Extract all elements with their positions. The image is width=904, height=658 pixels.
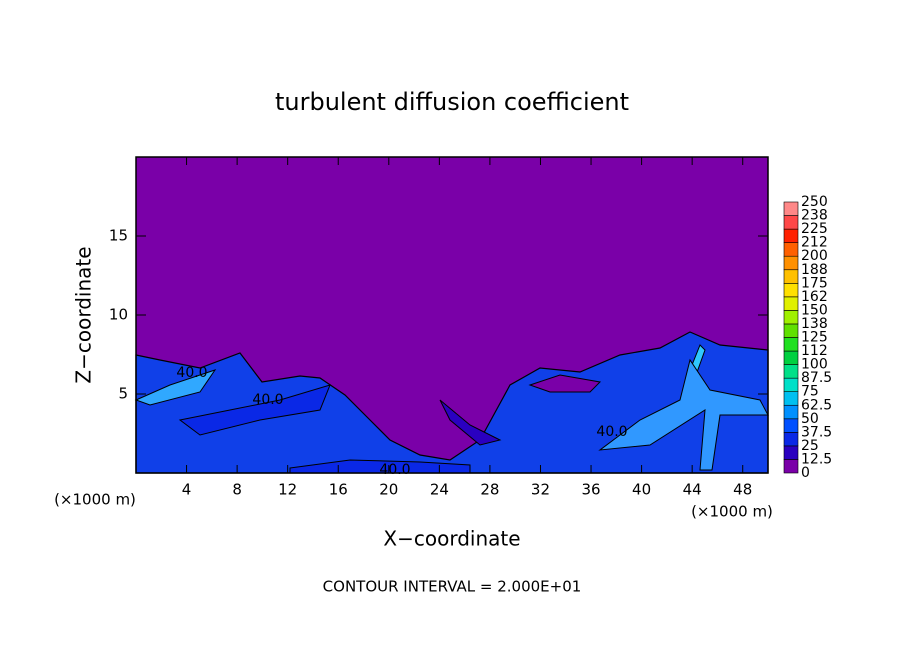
x-tick-label: 28 — [480, 481, 499, 499]
y-tick-label: 5 — [118, 385, 128, 403]
x-tick-label: 44 — [683, 481, 702, 499]
colorbar-label: 25 — [801, 438, 819, 454]
colorbar-label: 150 — [801, 302, 828, 318]
colorbar-label: 238 — [801, 208, 828, 224]
field-region — [528, 374, 602, 393]
x-unit-label: (×1000 m) — [691, 503, 773, 521]
colorbar-bin — [783, 391, 799, 406]
colorbar-label: 87.5 — [801, 370, 832, 386]
y-tick-label: 15 — [109, 227, 128, 245]
x-tick-label: 32 — [531, 481, 550, 499]
x-tick-label: 4 — [182, 481, 192, 499]
colorbar-label: 0 — [801, 465, 810, 481]
field-region — [439, 399, 502, 446]
colorbar-bin — [783, 215, 799, 230]
field-region — [135, 331, 769, 474]
x-tick-label: 8 — [232, 481, 242, 499]
contour-label: 40.0 — [176, 365, 207, 381]
colorbar-label: 62.5 — [801, 397, 832, 413]
colorbar-bin — [783, 459, 799, 474]
y-tick-label: 10 — [109, 306, 128, 324]
field — [134, 157, 769, 474]
colorbar-bin — [783, 432, 799, 447]
colorbar-bin — [783, 255, 799, 271]
colorbar-label: 250 — [801, 194, 828, 210]
colorbar-bin — [783, 201, 799, 216]
colorbar-bin — [783, 282, 799, 298]
colorbar-label: 188 — [801, 262, 828, 278]
colorbar-label: 100 — [801, 357, 828, 373]
colorbar-bin — [783, 337, 799, 352]
x-tick-label: 12 — [278, 481, 297, 499]
colorbar-bin — [783, 364, 799, 379]
colorbar-bin — [783, 350, 799, 365]
colorbar-label: 50 — [801, 411, 819, 427]
colorbar-label: 37.5 — [801, 424, 832, 440]
colorbar-bin — [783, 242, 799, 257]
y-axis-label: Z−coordinate — [72, 246, 96, 383]
colorbar-label: 175 — [801, 275, 828, 291]
colorbar-label: 225 — [801, 221, 828, 237]
chart-title: turbulent diffusion coefficient — [275, 88, 629, 116]
colorbar-bin — [783, 377, 799, 392]
x-tick-label: 36 — [581, 481, 600, 499]
colorbar-bin — [783, 404, 799, 420]
x-tick-label: 48 — [733, 481, 752, 499]
colorbar-bin — [783, 310, 799, 325]
contour-label: 40.0 — [379, 462, 410, 478]
colorbar-label: 125 — [801, 330, 828, 346]
x-axis-label: X−coordinate — [383, 527, 520, 551]
x-tick-label: 24 — [430, 481, 449, 499]
colorbar-label: 162 — [801, 289, 828, 305]
colorbar-label: 12.5 — [801, 451, 832, 467]
x-tick-label: 16 — [329, 481, 348, 499]
footer-note: CONTOUR INTERVAL = 2.000E+01 — [323, 578, 582, 596]
field-region — [598, 358, 769, 471]
x-tick-label: 20 — [379, 481, 398, 499]
field-region — [178, 384, 331, 436]
colorbar-label: 138 — [801, 316, 828, 332]
contour-label: 40.0 — [596, 424, 627, 440]
x-unit-label: (×1000 m) — [54, 491, 136, 509]
colorbar-bin — [783, 445, 799, 460]
colorbar-label: 200 — [801, 248, 828, 264]
colorbar-bin — [783, 228, 799, 243]
colorbar-label: 112 — [801, 343, 828, 359]
contour-label: 40.0 — [252, 392, 283, 408]
colorbar-bin — [783, 323, 799, 338]
contour-labels: 40.0 40.0 40.0 40.0 — [176, 365, 627, 478]
x-tick-label: 40 — [632, 481, 651, 499]
colorbar-bin — [783, 269, 799, 284]
field-region — [134, 369, 217, 406]
colorbar-bin — [783, 296, 799, 311]
colorbar-label: 212 — [801, 235, 828, 251]
colorbar-label: 75 — [801, 384, 819, 400]
colorbar-bin — [783, 418, 799, 433]
